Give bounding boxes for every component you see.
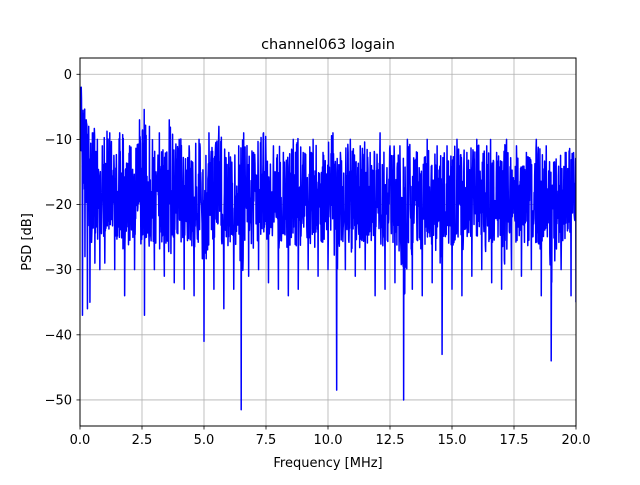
y-tick-label: −50 [45, 393, 72, 408]
x-tick-label: 12.5 [376, 433, 405, 448]
x-tick-label: 7.5 [256, 433, 277, 448]
x-tick-label: 10.0 [314, 433, 343, 448]
y-axis-label: PSD [dB] [20, 213, 35, 271]
y-tick-label: 0 [64, 68, 72, 83]
x-tick-label: 0.0 [70, 433, 91, 448]
psd-series-line [80, 86, 576, 411]
y-tick-label: −10 [45, 133, 72, 148]
y-tick-label: −20 [45, 198, 72, 213]
x-tick-label: 15.0 [438, 433, 467, 448]
x-tick-label: 2.5 [132, 433, 153, 448]
ticks: 0.0 2.5 5.0 7.5 10.0 12.5 15.0 17.5 20.0 0 −10 −20 −… [45, 68, 591, 448]
y-tick-label: −40 [45, 328, 72, 343]
x-tick-label: 20.0 [562, 433, 591, 448]
x-axis-label: Frequency [MHz] [273, 456, 382, 471]
x-tick-label: 17.5 [500, 433, 529, 448]
plot-area [80, 86, 576, 411]
chart-title: channel063 logain [261, 37, 395, 53]
y-tick-label: −30 [45, 263, 72, 278]
x-tick-label: 5.0 [194, 433, 215, 448]
